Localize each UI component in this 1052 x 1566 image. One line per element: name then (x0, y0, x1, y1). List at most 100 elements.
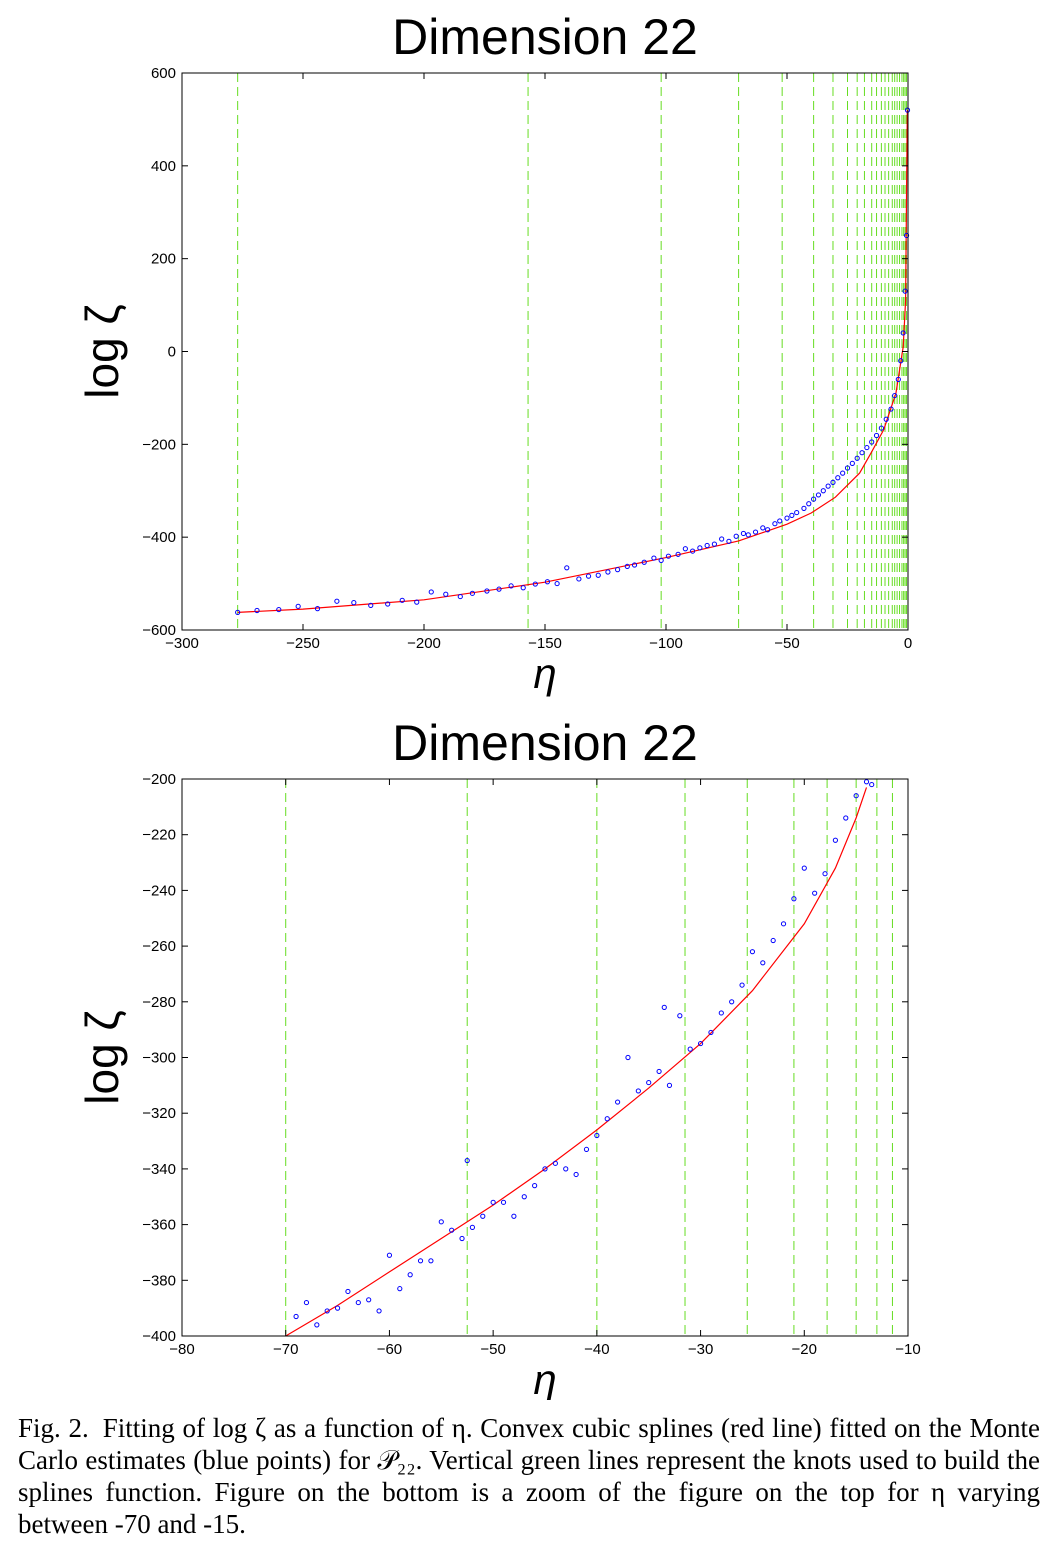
bottom-data-point (303, 1299, 310, 1306)
bottom-data-point (708, 1029, 714, 1036)
top-data-point (806, 501, 812, 507)
top-data-point (740, 530, 747, 537)
top-data-point (888, 406, 894, 412)
top-x-tick-label: −300 (165, 635, 199, 652)
top-data-point (820, 488, 826, 494)
bottom-data-point (604, 1116, 610, 1122)
bottom-data-point (656, 1068, 662, 1075)
top-data-point (854, 455, 860, 461)
top-data-point (399, 597, 405, 603)
bottom-x-tick-label: −70 (273, 1341, 298, 1358)
top-data-point (615, 567, 621, 573)
top-data-point (276, 606, 282, 613)
top-data-point (883, 416, 889, 422)
top-data-point (351, 600, 357, 606)
bottom-x-tick-label: −40 (584, 1341, 609, 1358)
top-data-point (878, 425, 884, 431)
caption-text: Fitting of log ζ as a function of η. Con… (18, 1413, 1040, 1539)
bottom-data-point (563, 1166, 569, 1172)
top-data-point (428, 589, 434, 595)
bottom-data-point (355, 1299, 361, 1306)
top-x-tick-label: 0 (904, 635, 912, 652)
top-data-point (295, 603, 301, 609)
bottom-data-point (345, 1288, 351, 1295)
bottom-data-point (853, 793, 859, 799)
bottom-data-point (718, 1010, 724, 1016)
bottom-data-point (521, 1194, 527, 1200)
top-data-point (752, 529, 759, 535)
bottom-x-tick-label: −30 (688, 1341, 713, 1358)
top-x-tick-label: −150 (528, 635, 562, 652)
bottom-data-point (646, 1079, 652, 1086)
top-data-point (840, 470, 846, 476)
top-data-point (564, 565, 570, 571)
top-data-point (443, 591, 449, 597)
top-data-point (532, 581, 538, 587)
bottom-data-point (770, 937, 776, 944)
top-data-point (631, 562, 638, 568)
top-data-point (368, 602, 374, 608)
top-data-point (665, 553, 672, 559)
top-data-point (892, 392, 898, 399)
top-data-point (815, 492, 822, 498)
bottom-data-point (293, 1313, 299, 1320)
bottom-data-point (583, 1146, 590, 1153)
bottom-data-point (661, 1004, 667, 1010)
bottom-data-point (812, 890, 818, 896)
top-data-point (844, 465, 851, 471)
top-data-point (777, 518, 783, 524)
bottom-y-tick-label: −280 (142, 994, 176, 1011)
top-data-point (772, 521, 778, 527)
top-data-point (457, 593, 463, 600)
top-x-axis-label: η (533, 650, 556, 697)
bottom-axes-frame (181, 778, 909, 1337)
bottom-data-point (334, 1305, 341, 1311)
top-data-point (254, 607, 260, 614)
top-data-point (641, 559, 647, 565)
bottom-data-point (376, 1308, 382, 1314)
top-data-point (704, 542, 710, 549)
top-data-point (903, 232, 910, 239)
bottom-data-point (625, 1054, 631, 1061)
top-data-point (873, 432, 880, 439)
top-y-tick-label: −600 (142, 622, 176, 639)
top-data-point (895, 376, 901, 382)
bottom-data-point (635, 1088, 641, 1094)
bottom-x-tick-label: −20 (792, 1341, 817, 1358)
bottom-y-tick-label: −260 (142, 938, 176, 955)
top-x-tick-label: −100 (649, 635, 683, 652)
top-data-point (469, 590, 475, 596)
top-chart: −300 −250 −200 −150 −100 −50 0 −600 −400 −200 0 200… (76, 65, 912, 697)
bottom-data-point (843, 815, 849, 821)
top-data-point (235, 609, 241, 615)
top-data-point (554, 580, 560, 587)
bottom-data-point (822, 871, 828, 877)
top-data-point (849, 460, 855, 466)
top-data-point (719, 536, 725, 542)
top-data-point (585, 573, 592, 579)
bottom-x-tick-label: −10 (895, 1341, 920, 1358)
bottom-y-tick-label: −300 (142, 1050, 176, 1067)
bottom-data-point (801, 865, 807, 871)
top-data-point (825, 483, 831, 489)
top-data-point (658, 557, 664, 563)
top-data-point (765, 527, 771, 533)
bottom-data-point (697, 1040, 704, 1047)
top-data-point (733, 533, 739, 539)
bottom-x-tick-label: −50 (480, 1341, 505, 1358)
bottom-y-tick-label: −380 (142, 1272, 176, 1289)
bottom-data-point (480, 1213, 486, 1219)
bottom-y-tick-label: −220 (142, 827, 176, 844)
top-data-point (864, 444, 870, 451)
bottom-data-point (594, 1132, 600, 1139)
top-data-point (334, 598, 340, 604)
bottom-data-point (511, 1213, 517, 1219)
bottom-data-point (314, 1322, 320, 1328)
figure-caption: Fig. 2. Fitting of log ζ as a function of… (18, 1412, 1040, 1540)
bottom-data-point (438, 1219, 444, 1225)
top-data-point (682, 546, 688, 552)
top-y-axis-label: log ζ (76, 304, 128, 398)
bottom-chart-title: Dimension 22 (392, 715, 698, 771)
top-data-point (690, 548, 696, 554)
top-data-point (789, 512, 795, 518)
